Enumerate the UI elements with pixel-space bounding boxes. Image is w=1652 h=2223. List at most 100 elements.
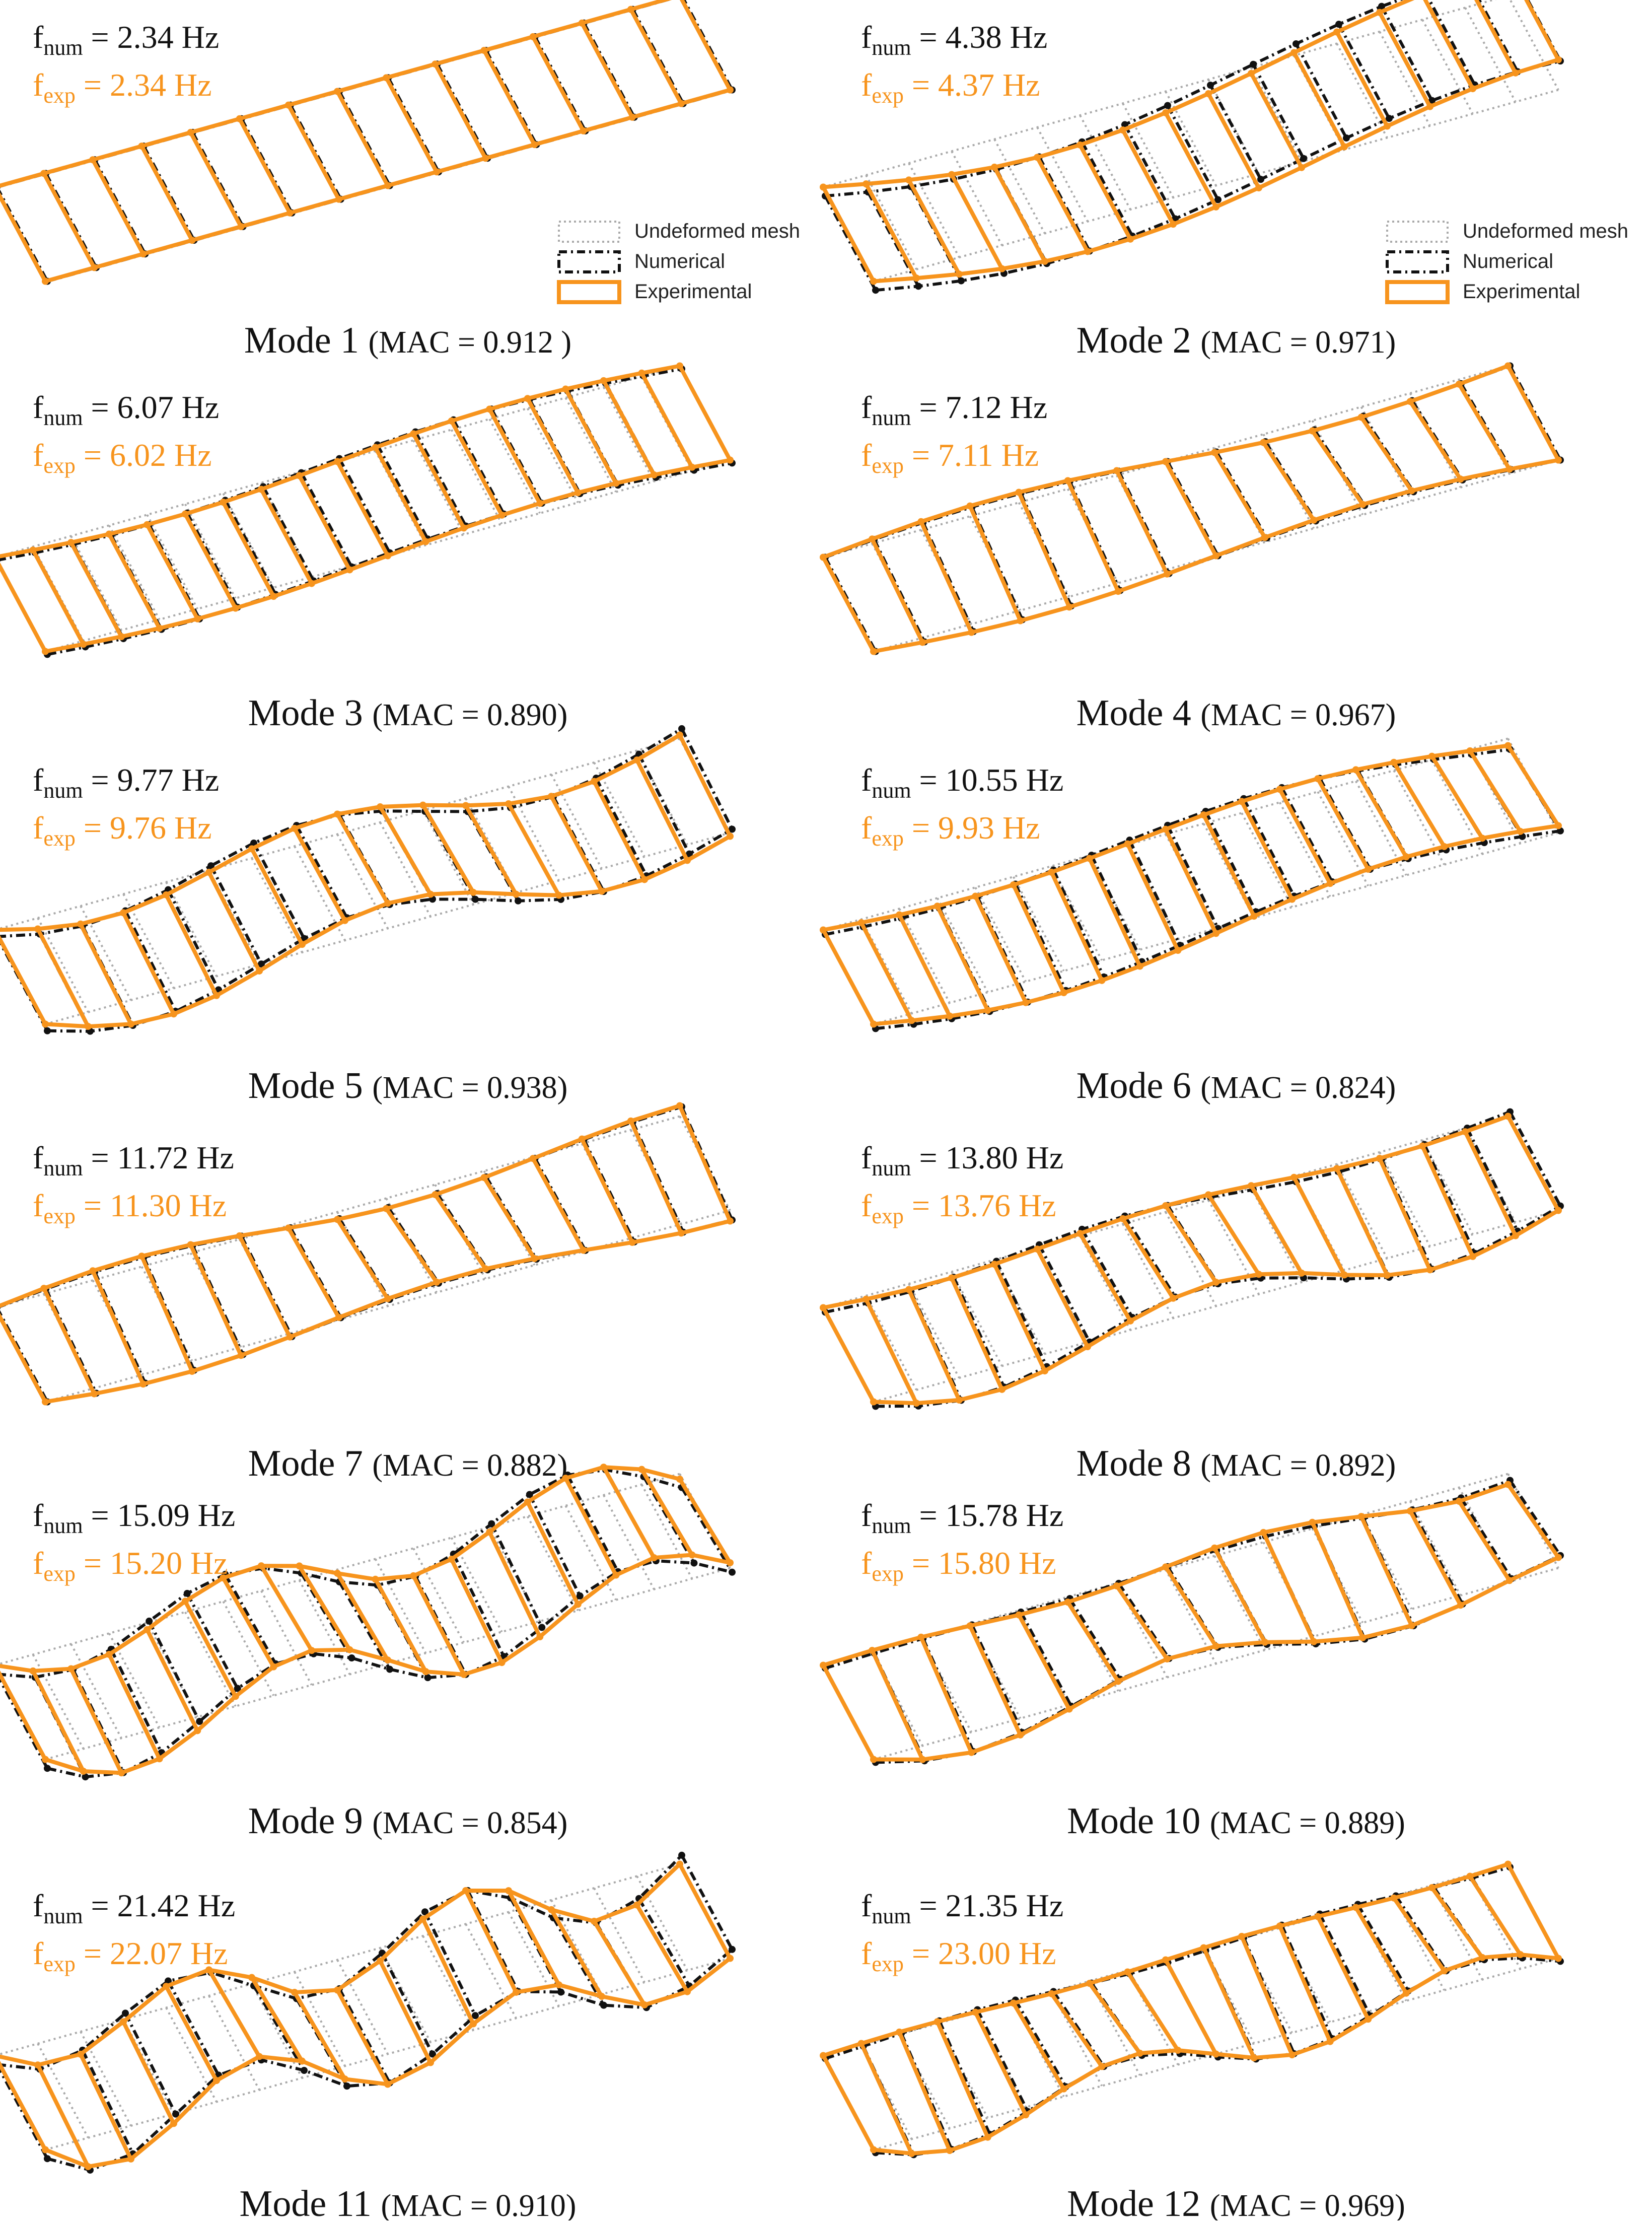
experimental-shape-node: [237, 223, 245, 230]
experimental-shape-cross-member: [79, 923, 133, 1025]
experimental-shape-cross-member: [335, 813, 390, 905]
experimental-shape-node: [1127, 1317, 1134, 1325]
experimental-shape-node: [1455, 1497, 1463, 1505]
undeformed-mesh-cross-member: [412, 1548, 465, 1643]
experimental-shape-node: [641, 2001, 648, 2008]
mode-caption: Mode 4 (MAC = 0.967): [1076, 692, 1396, 734]
experimental-shape-node: [1419, 1142, 1426, 1150]
mode-caption: Mode 6 (MAC = 0.824): [1076, 1065, 1396, 1106]
experimental-shape-cross-member: [1017, 491, 1071, 608]
experimental-shape-node: [42, 1398, 49, 1406]
numerical-shape-node: [348, 1654, 355, 1662]
experimental-shape-node: [42, 277, 49, 285]
experimental-shape-node: [627, 1117, 634, 1125]
numerical-shape-cross-member: [995, 1261, 1048, 1367]
numerical-shape-node: [44, 1765, 51, 1772]
experimental-shape-node: [334, 458, 341, 465]
experimental-shape-cross-member: [549, 795, 604, 892]
experimental-shape-node: [1200, 811, 1207, 819]
experimental-shape-node: [727, 456, 734, 464]
experimental-shape-node: [1162, 1956, 1169, 1964]
experimental-shape-node: [548, 1906, 555, 1913]
experimental-shape-node: [384, 552, 391, 560]
numerical-shape-node: [207, 862, 214, 870]
experimental-shape-bottom-edge: [873, 1555, 1559, 1762]
experimental-shape-node: [1022, 2111, 1030, 2119]
experimental-shape-node: [863, 180, 870, 188]
experimental-shape-node: [427, 890, 434, 898]
experimental-shape-node: [480, 47, 488, 54]
experimental-shape-node: [384, 182, 391, 189]
undeformed-mesh-cross-member: [603, 386, 655, 482]
experimental-shape-cross-member: [433, 1193, 487, 1270]
experimental-shape-bottom-edge: [45, 835, 731, 1029]
experimental-shape-node: [1408, 487, 1415, 495]
experimental-shape-cross-member: [1035, 156, 1090, 253]
experimental-shape: [0, 1464, 734, 1777]
experimental-shape-cross-member: [1430, 755, 1484, 840]
experimental-shape-node: [998, 265, 1005, 272]
experimental-shape-node: [1041, 1367, 1048, 1375]
numerical-shape-cross-member: [1242, 798, 1296, 897]
experimental-shape-node: [80, 1767, 87, 1775]
experimental-shape-node: [1555, 456, 1562, 464]
experimental-shape-node: [688, 463, 696, 471]
undeformed-mesh-cross-member: [1165, 91, 1217, 186]
legend-numerical-swatch: [557, 250, 621, 273]
f-num-label: fnum = 21.42 Hz: [33, 1888, 235, 1928]
mode-panel-7: fnum = 11.72 Hz fexp = 11.30 Hz Mode 7 (MA…: [0, 1102, 736, 1484]
numerical-shape-cross-member: [1394, 1895, 1448, 1972]
numerical-shape-cross-member: [1090, 854, 1143, 962]
experimental-shape-cross-member: [36, 928, 90, 1027]
experimental-shape-node: [1114, 1678, 1122, 1685]
experimental-shape-node: [462, 1887, 469, 1894]
undeformed-mesh-cross-member: [385, 1198, 438, 1293]
experimental-shape-cross-member: [1506, 1115, 1560, 1212]
experimental-shape-cross-member: [36, 2064, 90, 2168]
experimental-shape-node: [612, 1571, 620, 1579]
numerical-shape-cross-member: [452, 1553, 506, 1657]
numerical-shape-node: [472, 2012, 479, 2020]
experimental-shape-node: [1205, 90, 1212, 98]
experimental-shape-node: [1248, 1182, 1255, 1190]
numerical-shape-cross-member: [1081, 1228, 1134, 1318]
experimental-shape-node: [1174, 946, 1182, 954]
experimental-shape-node: [529, 1155, 537, 1162]
experimental-shape-node: [1276, 1922, 1283, 1930]
experimental-shape-node: [857, 2040, 865, 2047]
experimental-shape-cross-member: [183, 513, 238, 609]
undeformed-mesh-cross-member: [993, 1259, 1046, 1355]
experimental-shape-node: [1478, 835, 1486, 842]
numerical-shape-top-edge: [825, 0, 1404, 198]
experimental-shape-node: [580, 1246, 587, 1254]
experimental-shape-node: [1359, 1634, 1367, 1641]
experimental-shape-node: [1555, 1554, 1562, 1561]
experimental-shape-node: [1076, 1230, 1084, 1237]
experimental-shape-node: [1555, 1207, 1562, 1214]
experimental-shape-node: [1402, 853, 1410, 861]
numerical-shape-cross-member: [1123, 124, 1177, 220]
experimental-shape-node: [531, 141, 538, 149]
numerical-shape-node: [172, 2110, 179, 2118]
numerical-shape-cross-member: [224, 1573, 277, 1665]
experimental-shape-cross-member: [335, 1989, 390, 2086]
experimental-shape-node: [67, 539, 75, 546]
experimental-shape-cross-member: [678, 1478, 732, 1564]
experimental-shape-node: [480, 1174, 488, 1182]
experimental-shape-cross-member: [31, 1670, 86, 1772]
experimental-shape-node: [727, 1217, 734, 1225]
experimental-shape-cross-member: [1049, 871, 1104, 982]
experimental-shape-cross-member: [1017, 1614, 1071, 1710]
experimental-shape-node: [633, 1901, 640, 1909]
numerical-shape-node: [234, 1685, 241, 1692]
experimental-shape-node: [1504, 362, 1512, 370]
experimental-shape-node: [1136, 962, 1143, 970]
numerical-shape-node: [429, 2050, 436, 2058]
undeformed-mesh-cross-member: [70, 535, 122, 631]
experimental-shape-node: [29, 546, 37, 554]
experimental-shape-node: [270, 1663, 277, 1671]
numerical-shape-cross-member: [1014, 883, 1067, 992]
experimental-shape-node: [1310, 516, 1318, 524]
experimental-shape-cross-member: [482, 49, 536, 146]
experimental-shape-node: [913, 1400, 920, 1407]
